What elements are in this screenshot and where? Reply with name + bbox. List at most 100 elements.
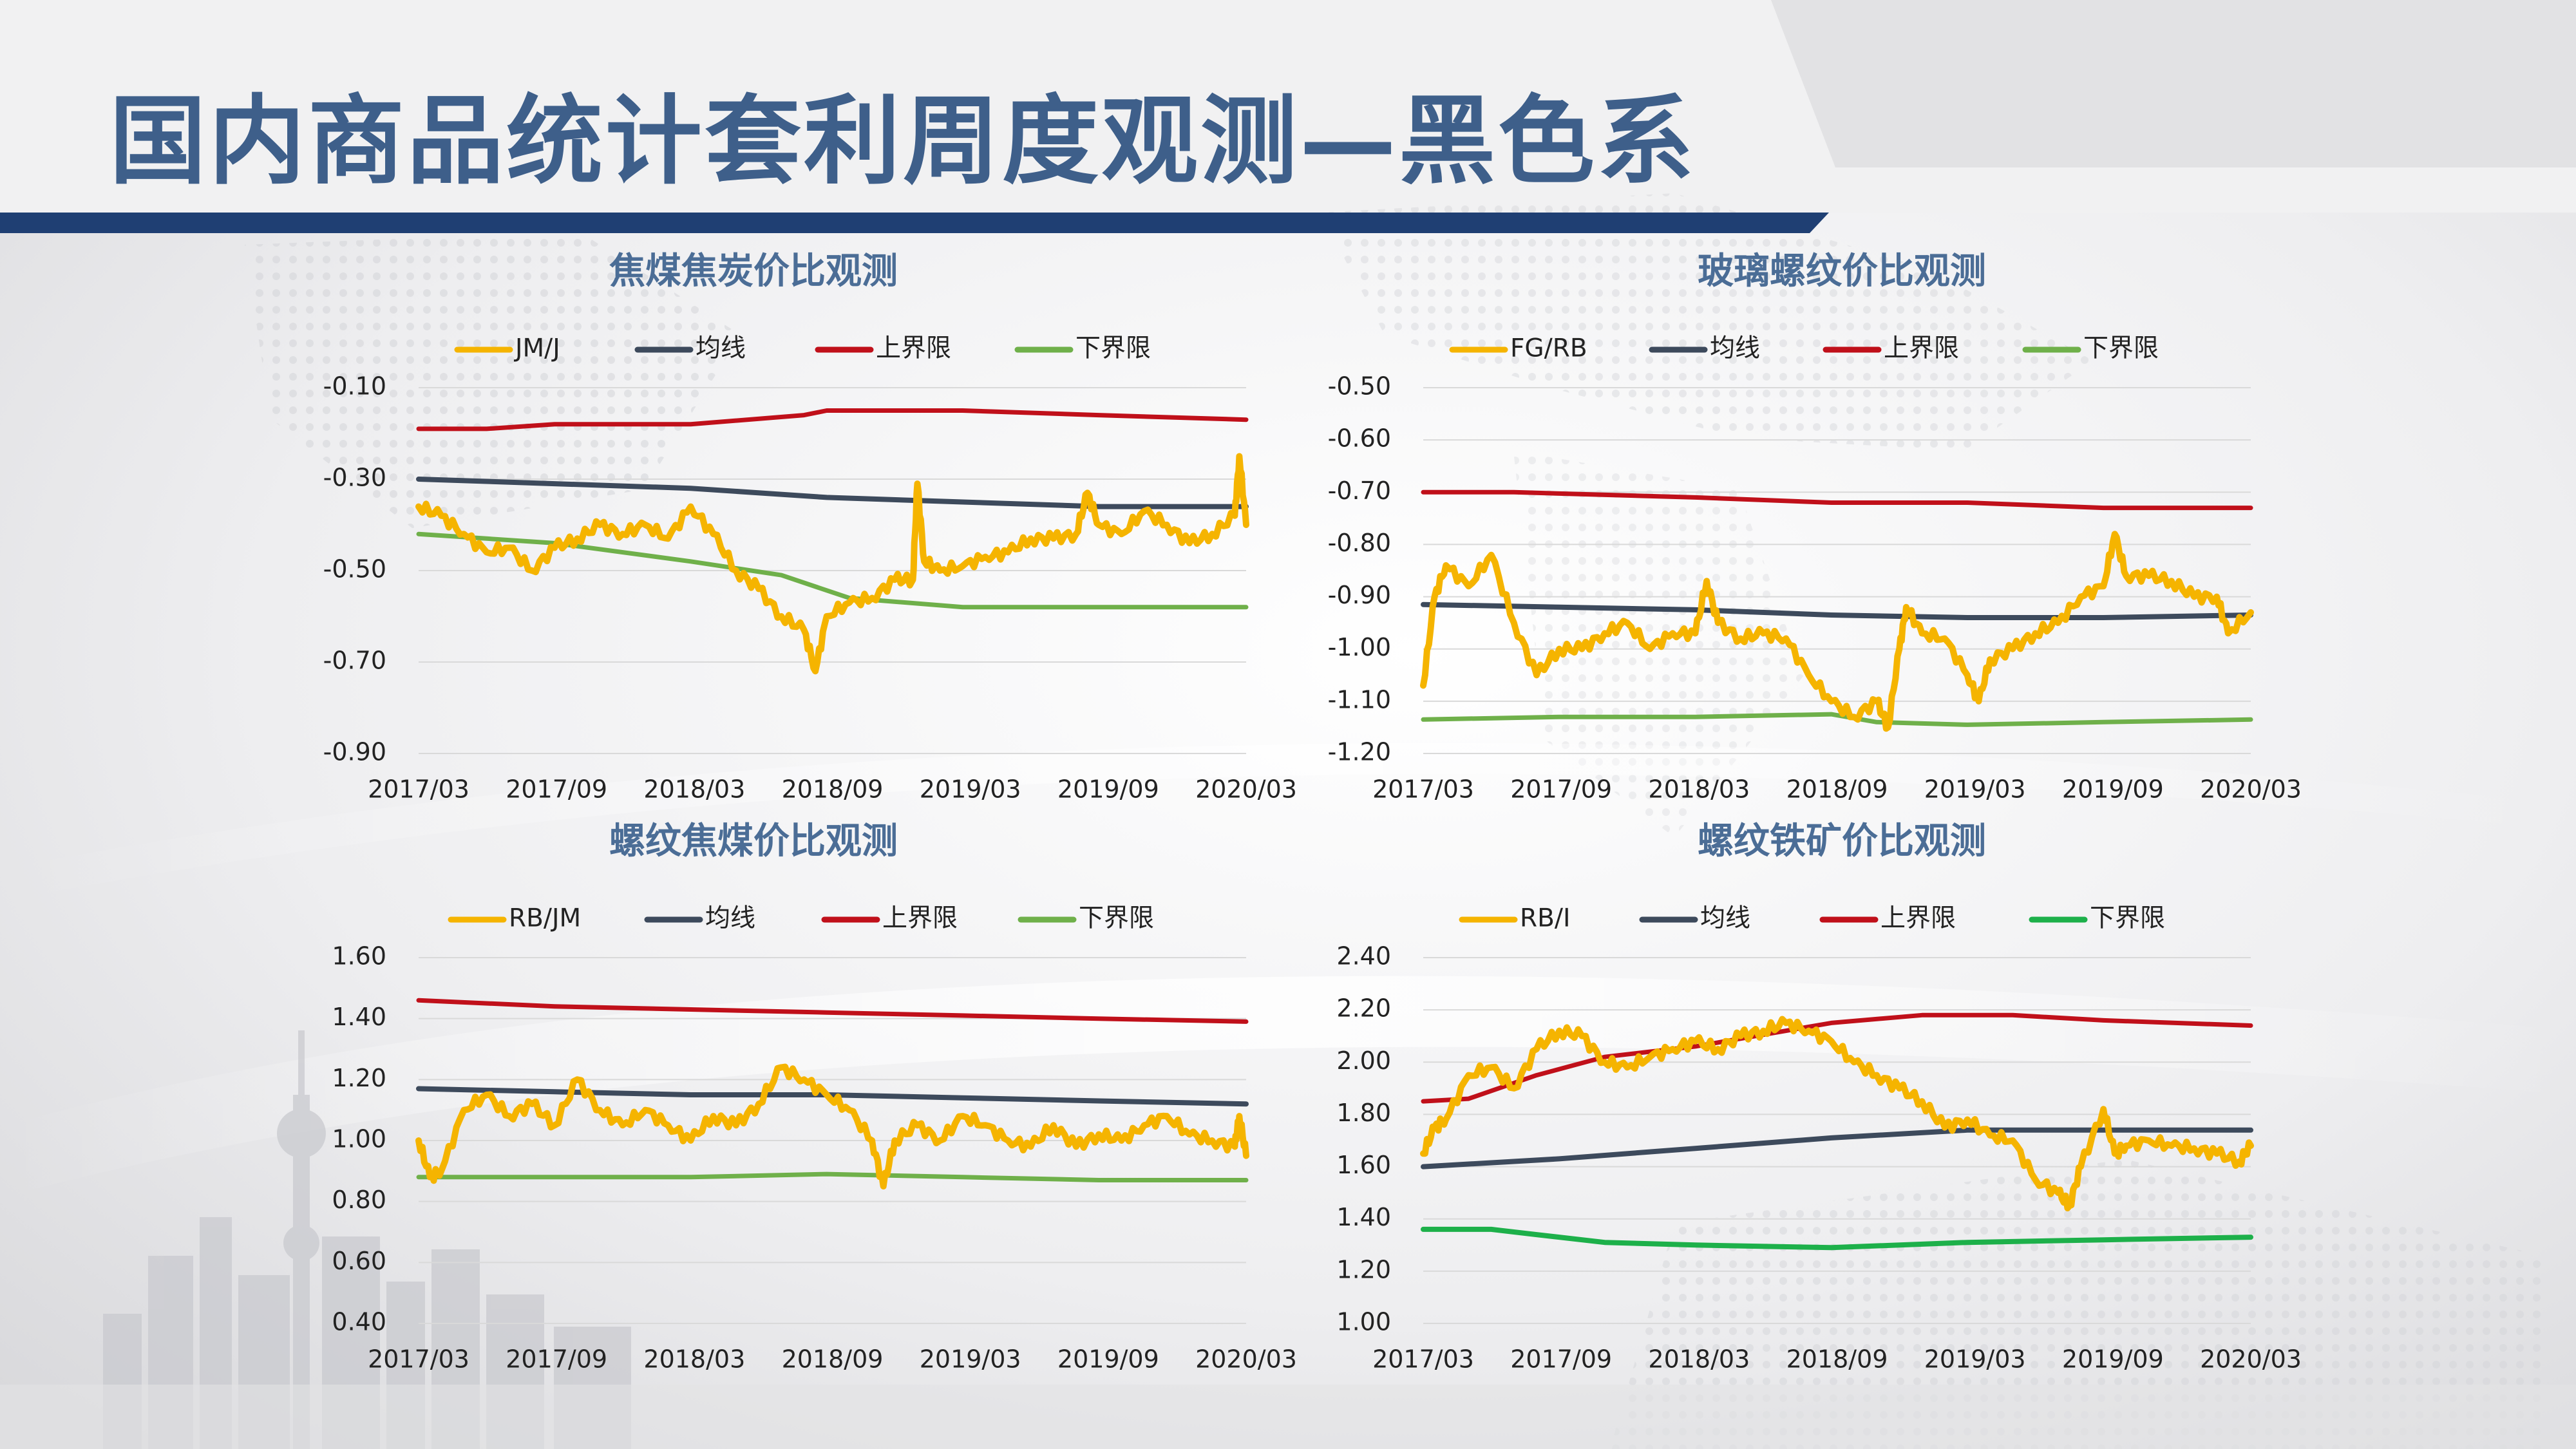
chart-rebar-iron-ore: 螺纹铁矿价比观测 RB/I 均线 上界限 下界限 2.40 2.20 2.00 1.80 1.60… [1282,808,2537,1388]
chart-fg-rb-x-tick-6: 2020/03 [2200,775,2302,804]
chart-rb-jm-legend-label-1: 均线 [705,904,755,933]
chart-rb-jm-x-tick-1: 2017/09 [506,1345,607,1374]
chart-fg-rb-legend-label-3: 下界限 [2083,334,2159,363]
chart-svg: 焦煤焦炭价比观测 JM/J 均线 上界限 下界限 -0.10 -0.30 -0.50 -0.70… [323,251,1297,804]
chart-rb-i-y-tick-4: 1.60 [1336,1151,1391,1179]
chart-fg-rb-x-tick-1: 2017/09 [1510,775,1612,804]
chart-fg-rb-y-tick-5: -1.00 [1328,633,1391,661]
page-title: 国内商品统计套利周度观测—黑色系 [109,86,1697,198]
chart-rebar-coking-coal: 螺纹焦煤价比观测 RB/JM 均线 上界限 下界限 1.60 1.40 1.20 1.00 0.8… [0,808,1297,1388]
chart-fg-rb-series-0 [1420,531,2254,732]
chart-jm-j-x-tick-6: 2020/03 [1195,775,1297,804]
chart-jm-j-x-tick-5: 2019/09 [1057,775,1159,804]
map-dots-bottom [1610,1159,2544,1449]
map-dots-americas [245,232,741,528]
chart-rb-jm-legend-label-3: 下界限 [1079,904,1154,933]
chart-rb-jm-x-tick-3: 2018/09 [782,1345,884,1374]
chart-rb-i-series-3 [1421,1226,2253,1251]
chart-jm-j-legend-label-0: JM/J [513,334,560,363]
chart-rb-i-y-tick-3: 1.80 [1336,1099,1391,1127]
chart-rb-jm-y-tick-6: 0.40 [332,1308,386,1336]
chart-fg-rb-legend-label-2: 上界限 [1884,334,1959,363]
chart-fg-rb-y-tick-4: -0.90 [1328,581,1391,609]
chart-rb-i-series-2 [1421,1012,2253,1104]
chart-jm-j-x-tick-2: 2018/03 [643,775,745,804]
chart-rb-i-x-tick-6: 2020/03 [2200,1345,2302,1374]
chart-rb-jm-x-tick-4: 2019/03 [920,1345,1021,1374]
chart-jm-j-y-tick-0: -0.10 [323,372,386,401]
chart-rb-jm-legend-label-0: RB/JM [509,904,581,933]
chart-rb-i-legend-label-1: 均线 [1700,904,1750,933]
chart-coking-coal-coke: 焦煤焦炭价比观测 JM/J 均线 上界限 下界限 -0.10 -0.30 -0.50 -0.70… [0,238,1297,818]
chart-jm-j-series-1 [416,477,1249,509]
chart-jm-j-x-tick-3: 2018/09 [782,775,884,804]
chart-jm-j-legend-label-3: 下界限 [1075,334,1151,363]
chart-rb-i-x-tick-2: 2018/03 [1648,1345,1750,1374]
chart-fg-rb-x-tick-4: 2019/03 [1924,775,2026,804]
chart-rb-i-series-1 [1421,1127,2253,1170]
chart-svg: 螺纹焦煤价比观测 RB/JM 均线 上界限 下界限 1.60 1.40 1.20 1.00 0.8… [332,820,1297,1374]
chart-rb-jm-y-tick-4: 0.80 [332,1186,386,1214]
chart-glass-rebar: 玻璃螺纹价比观测 FG/RB 均线 上界限 下界限 -0.50 -0.60 -0.70 -0.8… [1282,238,2537,818]
chart-jm-j-y-tick-4: -0.90 [323,738,386,766]
chart-jm-j-y-tick-2: -0.50 [323,555,386,583]
chart-rb-i-y-tick-6: 1.20 [1336,1255,1391,1283]
chart-rb-i-y-tick-2: 2.00 [1336,1046,1391,1075]
chart-fg-rb-legend-label-0: FG/RB [1510,334,1587,363]
chart-fg-rb-series-1 [1421,601,2253,620]
chart-fg-rb-x-tick-5: 2019/09 [2062,775,2164,804]
chart-rb-jm-y-tick-5: 0.60 [332,1247,386,1275]
chart-jm-j-title: 焦煤焦炭价比观测 [609,251,898,292]
chart-rb-jm-y-tick-3: 1.00 [332,1125,386,1153]
chart-jm-j-legend-label-1: 均线 [696,334,746,363]
title-underline-bar [0,213,1829,233]
chart-rb-i-legend-label-2: 上界限 [1880,904,1956,933]
chart-rb-jm-x-tick-2: 2018/03 [643,1345,745,1374]
chart-rb-jm-series-2 [416,998,1249,1024]
chart-rb-i-x-tick-1: 2017/09 [1510,1345,1612,1374]
chart-rb-jm-series-0 [415,1063,1249,1189]
chart-fg-rb-y-tick-2: -0.70 [1328,477,1391,505]
chart-jm-j-series-0 [415,453,1249,675]
chart-rb-jm-y-tick-1: 1.40 [332,1003,386,1031]
chart-fg-rb-y-tick-6: -1.10 [1328,685,1391,714]
chart-rb-i-y-tick-7: 1.00 [1336,1308,1391,1336]
chart-fg-rb-series-2 [1421,489,2253,511]
chart-fg-rb-title: 玻璃螺纹价比观测 [1698,251,1986,292]
chart-svg: 螺纹铁矿价比观测 RB/I 均线 上界限 下界限 2.40 2.20 2.00 1.80 1.60… [1336,820,2302,1374]
chart-jm-j-y-tick-3: -0.70 [323,647,386,675]
chart-fg-rb-legend-label-1: 均线 [1710,334,1760,363]
map-dots-asia [1320,193,2093,451]
chart-rb-i-x-tick-5: 2019/09 [2062,1345,2164,1374]
chart-jm-j-legend-label-2: 上界限 [876,334,951,363]
chart-fg-rb-x-tick-0: 2017/03 [1372,775,1474,804]
chart-rb-jm-legend-label-2: 上界限 [882,904,958,933]
chart-rb-jm-y-tick-2: 1.20 [332,1064,386,1092]
chart-rb-jm-x-tick-6: 2020/03 [1195,1345,1297,1374]
chart-fg-rb-y-tick-7: -1.20 [1328,738,1391,766]
chart-jm-j-y-tick-1: -0.30 [323,464,386,492]
chart-rb-i-x-tick-0: 2017/03 [1372,1345,1474,1374]
chart-rb-i-title: 螺纹铁矿价比观测 [1698,820,1986,862]
chart-rb-jm-x-tick-5: 2019/09 [1057,1345,1159,1374]
chart-fg-rb-y-tick-3: -0.80 [1328,529,1391,557]
chart-fg-rb-x-tick-3: 2018/09 [1786,775,1888,804]
chart-rb-i-x-tick-3: 2018/09 [1786,1345,1888,1374]
chart-rb-jm-y-tick-0: 1.60 [332,942,386,971]
chart-rb-jm-series-3 [416,1171,1249,1182]
chart-svg: 玻璃螺纹价比观测 FG/RB 均线 上界限 下界限 -0.50 -0.60 -0.70 -0.8… [1328,251,2302,804]
chart-rb-i-y-tick-0: 2.40 [1336,942,1391,971]
chart-fg-rb-series-3 [1421,712,2253,727]
chart-jm-j-x-tick-0: 2017/03 [368,775,469,804]
chart-fg-rb-y-tick-0: -0.50 [1328,372,1391,401]
chart-rb-i-y-tick-1: 2.20 [1336,994,1391,1023]
chart-jm-j-x-tick-4: 2019/03 [920,775,1021,804]
chart-rb-jm-x-tick-0: 2017/03 [368,1345,469,1374]
chart-jm-j-series-3 [416,531,1249,610]
chart-rb-i-legend-label-3: 下界限 [2090,904,2165,933]
chart-jm-j-x-tick-1: 2017/09 [506,775,607,804]
chart-fg-rb-y-tick-1: -0.60 [1328,424,1391,453]
chart-rb-i-x-tick-4: 2019/03 [1924,1345,2026,1374]
chart-fg-rb-x-tick-2: 2018/03 [1648,775,1750,804]
